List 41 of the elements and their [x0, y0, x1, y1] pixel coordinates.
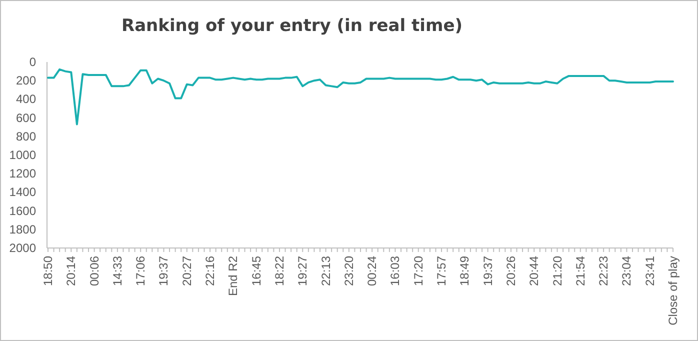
y-tick-label: 2000 — [9, 241, 36, 255]
x-tick-label: 19:37 — [156, 256, 171, 286]
y-tick-label: 1200 — [9, 166, 36, 181]
x-tick-label: 20:14 — [64, 256, 78, 286]
x-tick-label: 23:04 — [620, 256, 634, 286]
x-tick-label: 20:26 — [504, 256, 518, 286]
x-tick-label: 00:24 — [365, 256, 380, 286]
x-tick-label: 22:13 — [318, 256, 333, 286]
x-tick-label: 21:20 — [550, 256, 564, 286]
x-tick-label: 18:50 — [41, 256, 55, 286]
x-tick-label: 14:33 — [110, 256, 124, 286]
y-tick-label: 400 — [16, 92, 36, 106]
x-tick-label: 20:27 — [180, 256, 194, 286]
x-tick-label: 22:16 — [203, 256, 218, 286]
y-tick-label: 1400 — [9, 185, 36, 200]
x-tick-label: 16:03 — [388, 256, 402, 286]
x-tick-label: 23:41 — [642, 256, 657, 286]
x-tick-label: 17:57 — [434, 256, 449, 286]
x-tick-label: End R2 — [226, 256, 240, 296]
y-tick-label: 600 — [16, 110, 36, 125]
x-tick-label: 17:20 — [411, 256, 426, 286]
x-tick-label: 17:06 — [134, 256, 148, 286]
y-tick-label: 1000 — [9, 148, 36, 162]
x-tick-label: 23:20 — [342, 256, 356, 286]
x-tick-label: 21:54 — [573, 256, 588, 286]
x-tick-label: 20:44 — [527, 256, 542, 286]
x-tick-label: 18:49 — [458, 256, 472, 286]
x-tick-label: 19:27 — [296, 256, 310, 286]
line-series — [47, 68, 674, 126]
y-tick-label: 200 — [16, 74, 36, 88]
y-tick-label: 800 — [16, 129, 36, 144]
x-tick-label: 19:37 — [480, 256, 495, 286]
x-tick-label: 16:45 — [249, 256, 264, 286]
y-tick-label: 1800 — [9, 222, 36, 236]
y-tick-label: 0 — [29, 55, 36, 69]
chart-title: Ranking of your entry (in real time) — [121, 16, 463, 36]
x-tick-label: 22:23 — [596, 256, 611, 286]
y-tick-label: 1600 — [9, 204, 36, 218]
x-tick-label: 18:22 — [272, 256, 286, 286]
x-tick-label: 00:06 — [87, 256, 102, 286]
x-tick-label: Close of play — [666, 256, 680, 326]
